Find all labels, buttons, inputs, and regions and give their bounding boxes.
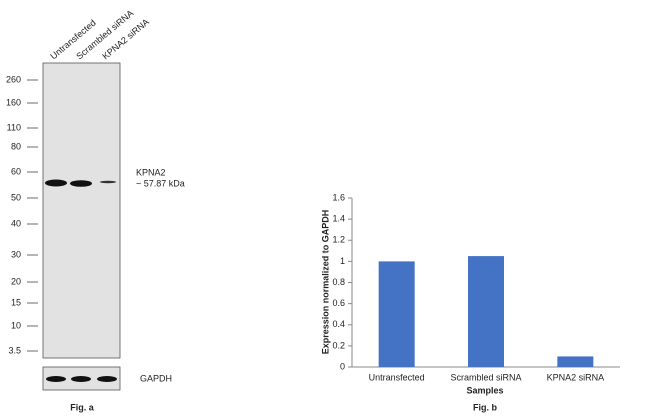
- y-axis-label: Expression normalized to GAPDH: [320, 210, 330, 355]
- y-tick-label: 0.4: [332, 319, 345, 329]
- y-tick-label: 1.2: [332, 235, 345, 245]
- y-tick-label: 1.4: [332, 214, 345, 224]
- marker-label: 110: [7, 122, 21, 132]
- marker-label: 80: [11, 141, 21, 151]
- marker-label: 40: [11, 218, 21, 228]
- x-tick-label: Scrambled siRNA: [450, 372, 521, 382]
- y-tick-label: 0.6: [332, 298, 345, 308]
- caption: Fig. a: [70, 402, 94, 412]
- marker-label: 30: [11, 249, 21, 259]
- marker-label: 15: [11, 297, 21, 307]
- loading-control: GAPDH: [140, 373, 172, 383]
- marker-label: 260: [6, 74, 21, 84]
- bar: [468, 256, 504, 367]
- gapdh-band: [46, 376, 66, 382]
- caption: Fig. b: [473, 402, 497, 412]
- gapdh-band: [97, 376, 117, 382]
- blot-membrane: [42, 62, 121, 359]
- bar: [378, 261, 415, 367]
- y-tick-label: 1.6: [332, 192, 345, 202]
- x-tick-label: Untransfected: [369, 372, 425, 382]
- marker-label: 3.5: [8, 345, 21, 355]
- marker-label: 160: [6, 97, 21, 107]
- marker-label: 20: [11, 276, 21, 286]
- band: [100, 180, 116, 184]
- x-tick-label: KPNA2 siRNA: [547, 372, 605, 382]
- marker-label: 60: [11, 166, 21, 176]
- y-tick-label: 0: [340, 361, 345, 371]
- marker-label: 50: [11, 192, 21, 202]
- marker-label: 10: [11, 320, 21, 330]
- band-size: ~ 57.87 kDa: [136, 178, 185, 188]
- band-name: KPNA2: [136, 167, 166, 177]
- bar: [557, 356, 594, 367]
- x-axis-label: Samples: [466, 385, 503, 395]
- band: [70, 180, 92, 187]
- gapdh-band: [71, 376, 91, 382]
- y-tick-label: 0.8: [332, 277, 345, 287]
- band: [45, 179, 67, 187]
- y-tick-label: 0.2: [332, 340, 345, 350]
- y-tick-label: 1: [340, 256, 345, 266]
